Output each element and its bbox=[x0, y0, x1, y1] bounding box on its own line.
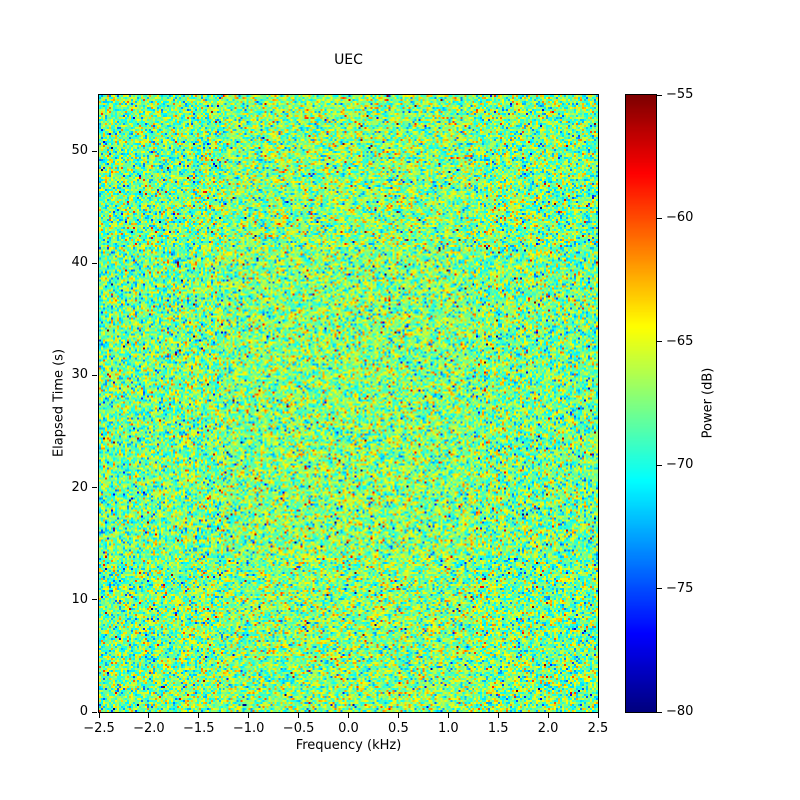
colorbar-tick bbox=[657, 588, 662, 590]
colorbar-tick-label: −75 bbox=[666, 580, 694, 596]
x-tick bbox=[298, 713, 300, 718]
x-tick bbox=[148, 713, 150, 718]
y-tick bbox=[92, 262, 97, 264]
colorbar-tick-label: −55 bbox=[666, 87, 694, 102]
x-tick bbox=[497, 713, 499, 718]
x-tick-label: −2.0 bbox=[133, 721, 165, 736]
x-tick bbox=[198, 713, 200, 718]
x-tick-label: −2.5 bbox=[83, 721, 115, 736]
x-tick-label: 1.0 bbox=[437, 721, 459, 736]
colorbar-tick-label: −80 bbox=[666, 704, 694, 719]
x-tick bbox=[447, 713, 449, 718]
colorbar-label: Power (dB) bbox=[700, 367, 716, 439]
colorbar-tick-label: −60 bbox=[666, 210, 694, 226]
y-tick-label: 40 bbox=[71, 255, 88, 271]
colorbar-tick-label: −65 bbox=[666, 333, 694, 349]
x-tick-label: 0.5 bbox=[388, 721, 409, 736]
y-tick bbox=[92, 374, 97, 376]
spectrogram-canvas bbox=[99, 95, 598, 712]
x-tick bbox=[98, 713, 100, 718]
x-tick-label: −0.5 bbox=[282, 721, 315, 736]
x-tick bbox=[348, 713, 349, 718]
colorbar-tick bbox=[657, 711, 662, 713]
y-tick-label: 10 bbox=[71, 591, 88, 607]
y-tick-label: 0 bbox=[79, 704, 88, 719]
plot-area bbox=[98, 94, 599, 713]
y-tick-label: 30 bbox=[71, 367, 88, 383]
y-tick bbox=[92, 150, 97, 152]
x-axis-label: Frequency (kHz) bbox=[295, 738, 402, 753]
colorbar-tick bbox=[657, 464, 662, 466]
x-tick bbox=[547, 713, 549, 718]
colorbar bbox=[625, 94, 657, 713]
x-tick bbox=[397, 713, 399, 718]
y-axis-label: Elapsed Time (s) bbox=[51, 348, 67, 458]
y-tick bbox=[92, 599, 97, 601]
x-tick bbox=[597, 713, 599, 718]
x-tick-label: 0.0 bbox=[338, 721, 359, 736]
y-tick-label: 20 bbox=[71, 479, 88, 495]
chart-title: UEC bbox=[334, 52, 363, 68]
x-tick-label: −1.5 bbox=[183, 721, 215, 736]
colorbar-tick bbox=[657, 341, 662, 343]
y-tick-label: 50 bbox=[71, 143, 88, 159]
y-tick bbox=[92, 711, 97, 713]
y-tick bbox=[92, 487, 97, 489]
x-tick bbox=[248, 713, 250, 718]
x-tick-label: 1.5 bbox=[487, 721, 509, 736]
x-tick-label: 2.0 bbox=[537, 721, 559, 736]
colorbar-tick bbox=[657, 94, 662, 96]
colorbar-canvas bbox=[626, 95, 656, 712]
colorbar-tick bbox=[657, 217, 662, 219]
colorbar-tick-label: −70 bbox=[666, 457, 694, 473]
x-tick-label: 2.5 bbox=[587, 721, 609, 736]
x-tick-label: −1.0 bbox=[232, 721, 265, 736]
